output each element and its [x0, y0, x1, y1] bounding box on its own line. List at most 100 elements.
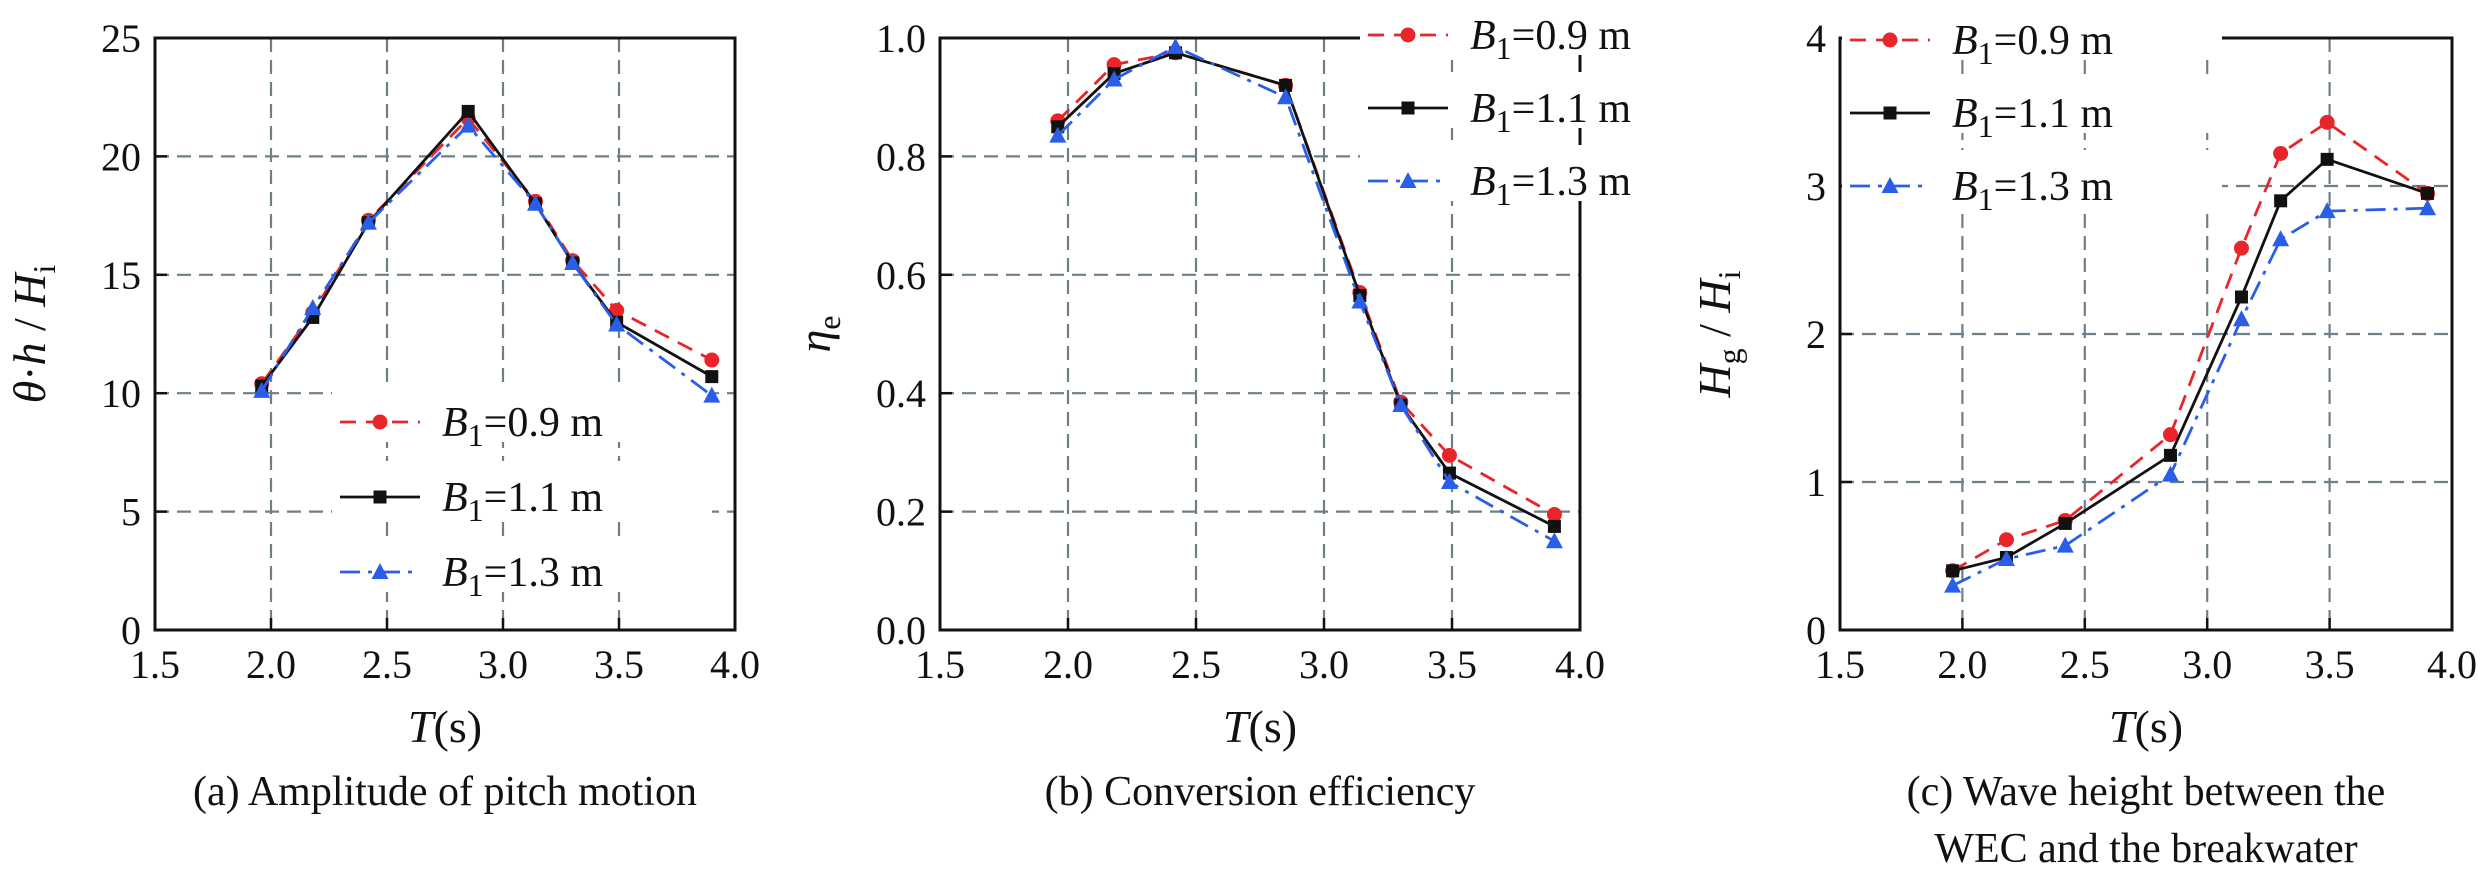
y-tick-label: 1	[1806, 460, 1826, 505]
y-axis-label: θ·h / Hi	[4, 264, 62, 403]
legend-background	[1842, 4, 2222, 60]
chart-caption: (a) Amplitude of pitch motion	[193, 769, 697, 815]
data-point	[2058, 516, 2072, 530]
legend-label: B1=1.3 m	[1470, 159, 1631, 212]
y-tick-label: 20	[101, 134, 141, 179]
chart-panel-a: 1.5 2.0 2.5 3.0 3.5 4.0 0 5 10 15 20 25 T(s) θ·h / Hi…	[4, 16, 760, 815]
y-tick-label: 15	[101, 253, 141, 298]
y-axis-label: Hg / Hi	[1689, 270, 1747, 398]
data-point	[1946, 564, 1960, 578]
chart-caption: WEC and the breakwater	[1934, 826, 2357, 872]
data-point	[703, 386, 721, 403]
data-point	[1279, 78, 1293, 92]
series-line	[1056, 51, 1556, 528]
data-point	[2233, 240, 2249, 256]
data-point	[1392, 396, 1410, 413]
series-line	[260, 116, 713, 385]
y-tick-label: 0.4	[876, 371, 926, 416]
legend-entry: B1=1.1 m	[1842, 77, 2222, 144]
legend-label: B1=1.3 m	[1952, 164, 2113, 217]
legend-label: B1=1.1 m	[442, 475, 603, 528]
x-axis-label: T(s)	[408, 701, 482, 752]
legend-label: B1=0.9 m	[1952, 18, 2113, 71]
series-line	[260, 109, 713, 387]
data-point	[1277, 88, 1295, 105]
series-line	[1952, 157, 2428, 573]
legend-entry: B1=0.9 m	[332, 386, 712, 453]
plot-frame	[153, 36, 737, 632]
series-line	[1951, 120, 2429, 573]
y-tick-label: 0	[121, 608, 141, 653]
data-point	[1546, 507, 1562, 523]
data-point	[608, 315, 626, 332]
series-line	[1056, 45, 1556, 543]
data-point	[1167, 37, 1185, 54]
legend-background	[1842, 77, 2222, 133]
data-point	[459, 116, 477, 133]
series-B1_1-3	[1049, 37, 1563, 549]
legend-entry: B1=1.3 m	[1360, 145, 1740, 212]
data-point	[359, 213, 377, 230]
y-tick-label: 3	[1806, 164, 1826, 209]
data-point	[1883, 106, 1897, 120]
legend-label: B1=1.3 m	[442, 550, 603, 603]
y-tick-label: 4	[1806, 16, 1826, 61]
legend-entry: B1=1.1 m	[1360, 72, 1740, 139]
legend-entry: B1=0.9 m	[1360, 0, 1740, 66]
data-point	[2319, 114, 2335, 130]
data-point	[2318, 202, 2336, 219]
data-point	[1401, 101, 1415, 115]
legend-background	[1360, 0, 1740, 55]
data-point	[1399, 172, 1417, 188]
x-tick-label: 4.0	[1555, 642, 1605, 687]
data-point	[1944, 576, 1962, 593]
data-point	[609, 302, 625, 318]
data-point	[1440, 473, 1458, 489]
data-point	[564, 253, 582, 270]
x-axis-label: T(s)	[2109, 701, 2183, 752]
y-tick-label: 2	[1806, 312, 1826, 357]
data-point	[1882, 32, 1898, 48]
data-point	[2056, 536, 2074, 553]
data-point	[1881, 177, 1899, 193]
data-point	[2162, 427, 2178, 443]
y-tick-label: 1.0	[876, 16, 926, 61]
data-point	[705, 370, 719, 384]
data-point	[461, 104, 475, 118]
x-axis-label: T(s)	[1223, 701, 1297, 752]
legend-entry: B1=1.3 m	[1842, 150, 2222, 217]
y-tick-label: 25	[101, 16, 141, 61]
data-point	[253, 381, 271, 398]
chart-caption: (b) Conversion efficiency	[1045, 769, 1476, 815]
x-tick-label: 3.5	[1427, 642, 1477, 687]
x-tick-label: 1.5	[130, 642, 180, 687]
x-tick-label: 2.0	[1043, 642, 1093, 687]
legend-background	[1842, 150, 2222, 206]
y-tick-label: 0.8	[876, 134, 926, 179]
x-tick-label: 3.0	[2182, 642, 2232, 687]
data-point	[2273, 145, 2289, 161]
x-tick-label: 1.5	[915, 642, 965, 687]
y-tick-label: 5	[121, 490, 141, 535]
x-tick-label: 2.0	[246, 642, 296, 687]
data-point	[1998, 532, 2014, 548]
data-point	[2161, 465, 2179, 482]
y-tick-label: 0	[1806, 608, 1826, 653]
data-point	[526, 194, 544, 211]
y-axis-label: ηe	[789, 315, 847, 352]
data-point	[1547, 519, 1561, 533]
data-point	[373, 490, 387, 504]
series-B1_1-3	[1944, 199, 2437, 593]
series-line	[260, 123, 713, 397]
legend-entry: B1=1.1 m	[332, 461, 712, 528]
data-point	[1545, 532, 1563, 549]
x-tick-label: 4.0	[2427, 642, 2477, 687]
plot-frame	[938, 36, 1582, 632]
data-point	[2234, 290, 2248, 304]
data-point	[704, 352, 720, 368]
data-point	[1049, 126, 1067, 143]
data-point	[2274, 194, 2288, 208]
data-point	[304, 298, 322, 315]
x-tick-label: 3.0	[1299, 642, 1349, 687]
